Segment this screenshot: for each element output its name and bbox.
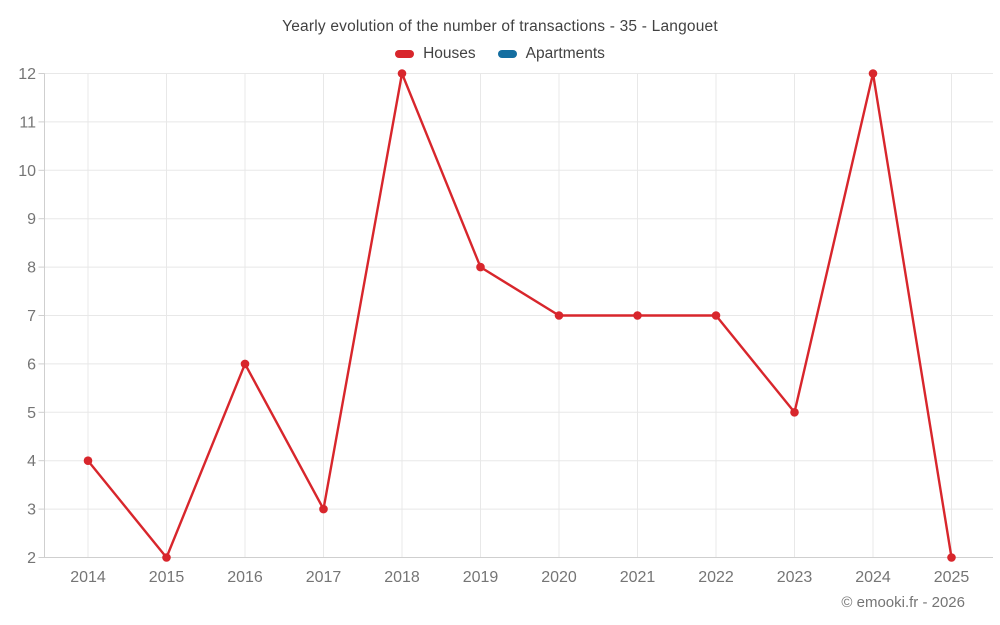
- svg-text:2015: 2015: [149, 569, 185, 586]
- svg-text:2014: 2014: [70, 569, 106, 586]
- svg-text:2019: 2019: [463, 569, 499, 586]
- legend-label-houses: Houses: [423, 45, 476, 62]
- svg-text:6: 6: [27, 356, 36, 373]
- svg-text:2021: 2021: [620, 569, 656, 586]
- svg-text:2024: 2024: [855, 569, 891, 586]
- houses-series-swatch-icon: [395, 50, 415, 58]
- legend-label-apartments: Apartments: [525, 45, 605, 62]
- legend-item-houses[interactable]: Houses: [395, 45, 476, 63]
- svg-text:2016: 2016: [227, 569, 263, 586]
- svg-text:2018: 2018: [384, 569, 420, 586]
- svg-text:3: 3: [27, 502, 36, 519]
- svg-text:8: 8: [27, 260, 36, 277]
- svg-text:10: 10: [18, 163, 36, 180]
- svg-text:2025: 2025: [934, 569, 970, 586]
- svg-text:2020: 2020: [541, 569, 577, 586]
- apartments-series-swatch-icon: [497, 50, 517, 58]
- chart-title: Yearly evolution of the number of transa…: [282, 18, 718, 35]
- svg-text:7: 7: [27, 308, 36, 325]
- copyright-watermark: © emooki.fr - 2026: [841, 594, 965, 611]
- svg-text:5: 5: [27, 405, 36, 422]
- svg-text:2: 2: [27, 550, 36, 567]
- chart-legend: Houses Apartments: [0, 45, 1000, 63]
- svg-text:11: 11: [19, 114, 36, 131]
- svg-text:2022: 2022: [698, 569, 734, 586]
- svg-text:9: 9: [27, 211, 36, 228]
- svg-text:2023: 2023: [777, 569, 813, 586]
- legend-item-apartments[interactable]: Apartments: [497, 45, 605, 63]
- svg-text:2017: 2017: [306, 569, 342, 586]
- svg-text:4: 4: [27, 453, 36, 470]
- svg-text:12: 12: [18, 66, 36, 83]
